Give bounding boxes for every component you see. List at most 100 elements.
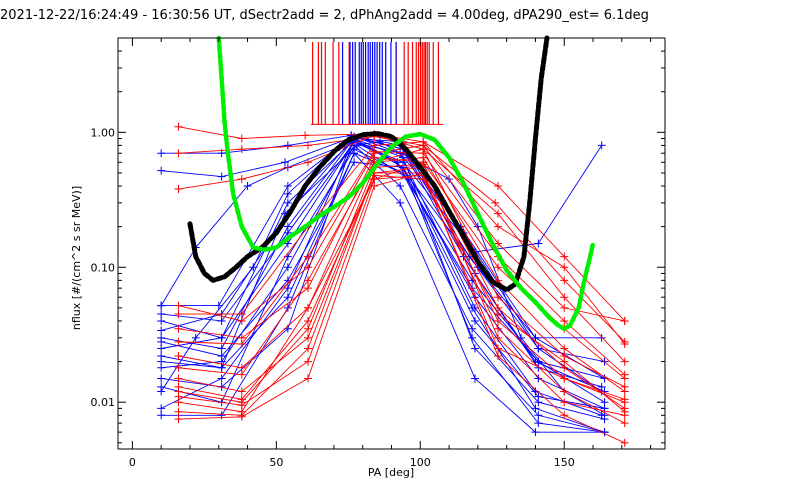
red-point-marker bbox=[370, 182, 379, 191]
red-point-marker bbox=[237, 145, 246, 154]
blue-point-marker bbox=[396, 149, 405, 158]
blue-point-marker bbox=[217, 316, 226, 325]
y-axis-label: nflux [#/(cm^2 s sr MeV)] bbox=[70, 186, 83, 330]
x-tick-label: 100 bbox=[410, 456, 431, 469]
blue-point-marker bbox=[470, 344, 479, 353]
red-point-marker bbox=[304, 303, 313, 312]
red-point-marker bbox=[560, 398, 569, 407]
blue-point-marker bbox=[283, 303, 292, 312]
blue-series-line bbox=[160, 141, 605, 416]
red-point-marker bbox=[237, 395, 246, 404]
red-point-marker bbox=[491, 198, 500, 207]
red-point-marker bbox=[494, 239, 503, 248]
red-series-line bbox=[178, 144, 625, 322]
red-series-line bbox=[178, 151, 625, 375]
red-point-marker bbox=[620, 407, 629, 416]
blue-series-line bbox=[161, 139, 605, 379]
red-point-marker bbox=[174, 149, 183, 158]
red-point-marker bbox=[370, 175, 379, 184]
red-point-marker bbox=[174, 324, 183, 333]
red-series-line bbox=[178, 161, 625, 416]
blue-point-marker bbox=[468, 324, 477, 333]
blue-series-line bbox=[161, 136, 605, 363]
blue-point-marker bbox=[157, 316, 166, 325]
red-series-line bbox=[178, 166, 625, 403]
red-point-marker bbox=[560, 411, 569, 420]
red-point-marker bbox=[620, 357, 629, 366]
red-point-marker bbox=[560, 374, 569, 383]
red-point-marker bbox=[560, 357, 569, 366]
x-axis-label: PA [deg] bbox=[368, 466, 414, 479]
blue-point-marker bbox=[283, 284, 292, 293]
blue-point-marker bbox=[217, 351, 226, 360]
red-point-marker bbox=[174, 363, 183, 372]
blue-point-marker bbox=[597, 141, 606, 150]
blue-point-marker bbox=[534, 374, 543, 383]
red-point-marker bbox=[301, 131, 310, 140]
blue-series-line bbox=[160, 137, 605, 433]
blue-point-marker bbox=[157, 301, 166, 310]
red-point-marker bbox=[237, 407, 246, 416]
red-point-marker bbox=[174, 301, 183, 310]
blue-point-marker bbox=[243, 182, 252, 191]
blue-point-marker bbox=[396, 182, 405, 191]
red-point-marker bbox=[237, 370, 246, 379]
red-point-marker bbox=[494, 316, 503, 325]
red-point-marker bbox=[174, 374, 183, 383]
red-series-line bbox=[178, 172, 625, 424]
blue-point-marker bbox=[470, 316, 479, 325]
red-point-marker bbox=[174, 407, 183, 416]
red-point-marker bbox=[174, 382, 183, 391]
red-series-line bbox=[178, 126, 626, 322]
blue-point-marker bbox=[470, 374, 479, 383]
blue-point-marker bbox=[217, 374, 226, 383]
red-point-marker bbox=[494, 324, 503, 333]
red-point-marker bbox=[237, 175, 246, 184]
blue-point-marker bbox=[157, 387, 166, 396]
red-point-marker bbox=[620, 370, 629, 379]
x-tick-label: 0 bbox=[129, 456, 136, 469]
blue-point-marker bbox=[157, 411, 166, 420]
blue-point-marker bbox=[157, 404, 166, 413]
blue-point-marker bbox=[534, 411, 543, 420]
red-point-marker bbox=[304, 374, 313, 383]
red-point-marker bbox=[494, 182, 503, 191]
x-tick-label: 150 bbox=[554, 456, 575, 469]
red-point-marker bbox=[494, 351, 503, 360]
blue-series-line bbox=[161, 144, 605, 433]
red-point-marker bbox=[620, 387, 629, 396]
red-point-marker bbox=[304, 252, 313, 261]
blue-point-marker bbox=[350, 158, 359, 167]
red-series-line bbox=[178, 163, 625, 409]
red-series-line bbox=[178, 174, 625, 413]
red-point-marker bbox=[237, 316, 246, 325]
red-point-marker bbox=[370, 147, 379, 156]
red-point-marker bbox=[237, 134, 246, 143]
red-point-marker bbox=[304, 344, 313, 353]
blue-point-marker bbox=[396, 198, 405, 207]
blue-point-marker bbox=[157, 166, 166, 175]
blue-point-marker bbox=[217, 344, 226, 353]
blue-point-marker bbox=[283, 141, 292, 150]
red-point-marker bbox=[560, 293, 569, 302]
red-point-marker bbox=[560, 387, 569, 396]
red-point-marker bbox=[304, 141, 313, 150]
y-tick-label: 1.00 bbox=[91, 126, 116, 139]
blue-point-marker bbox=[283, 263, 292, 272]
blue-point-marker bbox=[597, 333, 606, 342]
blue-point-marker bbox=[217, 172, 226, 181]
model-curves-layer bbox=[187, 35, 596, 332]
x-tick-label: 50 bbox=[269, 456, 283, 469]
red-point-marker bbox=[174, 185, 183, 194]
axes-layer: 0 50 100 150 1.00 0.10 0.01 bbox=[91, 37, 665, 469]
blue-series-line bbox=[161, 141, 603, 322]
red-point-marker bbox=[494, 344, 503, 353]
red-point-marker bbox=[494, 263, 503, 272]
y-tick-label: 0.10 bbox=[91, 261, 116, 274]
blue-point-marker bbox=[283, 198, 292, 207]
blue-point-marker bbox=[468, 303, 477, 312]
red-point-marker bbox=[494, 333, 503, 342]
blue-point-marker bbox=[217, 363, 226, 372]
red-point-marker bbox=[304, 263, 313, 272]
red-point-marker bbox=[304, 284, 313, 293]
